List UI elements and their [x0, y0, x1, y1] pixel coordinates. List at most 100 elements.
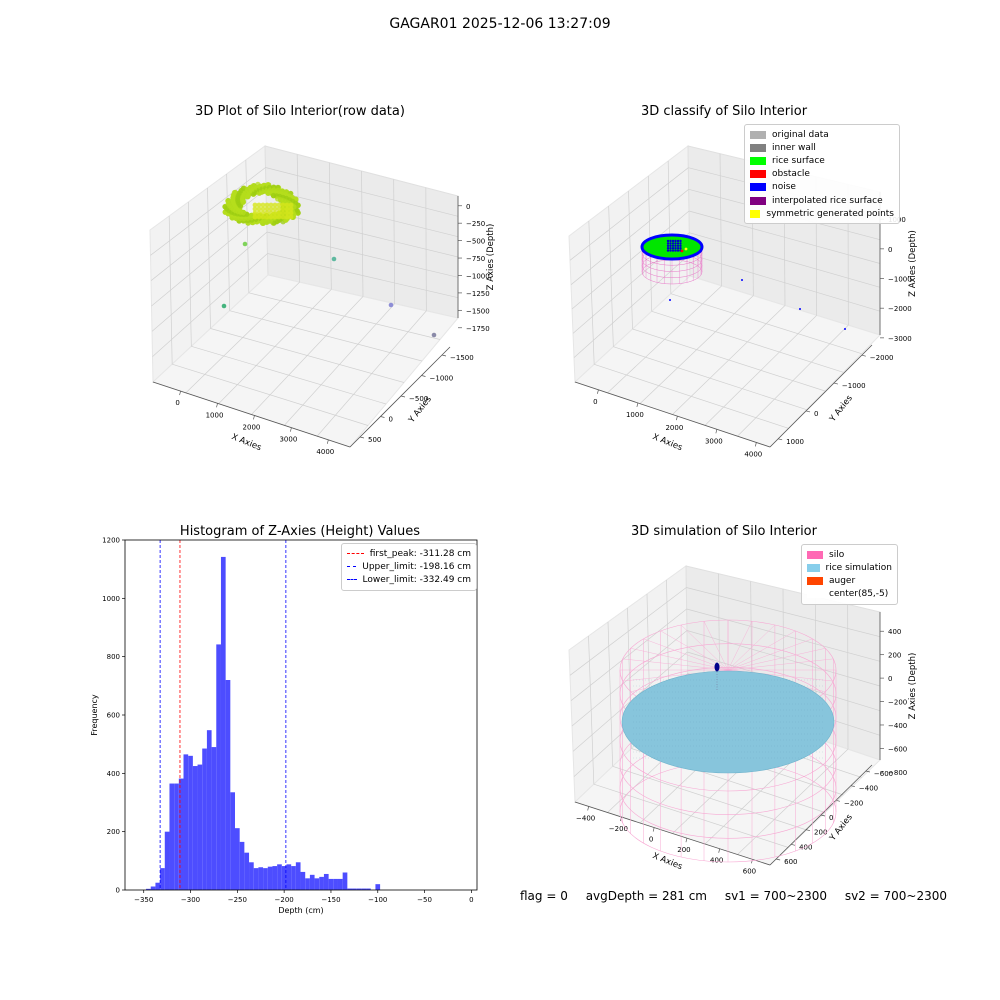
legend-swatch: [750, 196, 766, 205]
z-axis-label: Z Axies (Depth): [908, 230, 918, 297]
rice-cloud-point: [268, 210, 274, 216]
sv2-text: sv2 = 700~2300: [844, 889, 947, 903]
legend-entry: rice simulation: [807, 561, 892, 574]
noise-cluster-point: [669, 244, 672, 247]
z-tick-label: −250: [466, 220, 485, 228]
rice-cloud-point: [272, 206, 278, 212]
y-tick-label: −600: [874, 770, 893, 778]
z-tick-label: 400: [888, 628, 901, 636]
z-axis-label: Z Axies (Depth): [908, 653, 918, 720]
obstacle-point: [680, 249, 684, 253]
rice-cloud-point: [268, 214, 274, 220]
x-tick-label: 2000: [665, 424, 683, 432]
histogram-bar: [202, 748, 207, 890]
legend-swatch: [807, 576, 823, 585]
noise-point: [844, 328, 846, 330]
noise-cluster-point: [674, 247, 677, 250]
histogram-bar: [267, 866, 273, 890]
x-tick-label: −350: [134, 896, 153, 904]
histogram-bar: [244, 852, 250, 890]
histogram-bar: [323, 873, 329, 890]
z-tick-label: 0: [888, 246, 892, 254]
legend-swatch: [750, 130, 766, 139]
x-tick: [755, 442, 757, 447]
legend-swatch: [750, 156, 766, 165]
legend-swatch: [750, 170, 766, 179]
legend-entry: inner wall: [750, 141, 894, 154]
histogram-bar: [211, 747, 217, 890]
y-tick-label: −2000: [870, 354, 894, 362]
histogram-bar: [188, 755, 193, 890]
histogram-bar: [230, 792, 235, 890]
y-tick-label: 600: [107, 712, 120, 720]
histogram-bar: [277, 864, 282, 890]
x-tick-label: 600: [743, 867, 756, 875]
legend-label: symmetric generated points: [766, 208, 894, 219]
noise-cluster-point: [666, 249, 670, 252]
legend-swatch: [750, 209, 761, 218]
histogram-bar: [174, 783, 179, 890]
histogram-bar: [235, 828, 240, 890]
grid-line: [152, 253, 268, 357]
rice-cloud-point: [288, 202, 294, 208]
x-tick: [715, 429, 718, 434]
rice-cloud-point: [272, 214, 278, 220]
y-tick-label: −1500: [450, 354, 474, 362]
silo-roof-wire: [727, 658, 834, 671]
rice-cloud-point: [240, 185, 246, 191]
rice-cloud-point: [276, 210, 282, 216]
z-tick-label: −800: [888, 769, 907, 777]
silo-roof-wire: [680, 624, 729, 671]
figure-suptitle: GAGAR01 2025-12-06 13:27:09: [389, 16, 611, 32]
silo-roof-wire: [643, 638, 729, 671]
histogram-bar: [249, 862, 254, 890]
grid-line: [267, 253, 459, 299]
x-tick-label: −250: [228, 896, 247, 904]
rice-cloud-point: [284, 210, 290, 216]
histogram-bar: [347, 888, 353, 890]
noise-cluster-point: [676, 247, 680, 250]
rice-cloud-point: [231, 190, 237, 196]
x-axis-line: [574, 381, 771, 448]
title-classify: 3D classify of Silo Interior: [640, 104, 808, 119]
grid-line: [689, 253, 881, 312]
rice-cloud-point: [256, 210, 262, 216]
y-tick-label: 600: [784, 858, 797, 866]
y-tick-label: 0: [116, 887, 120, 895]
legend-swatch: [347, 579, 357, 581]
grid-line: [670, 293, 862, 355]
silo-roof-wire: [727, 630, 796, 671]
histogram-bar: [291, 866, 296, 890]
y-tick: [833, 382, 839, 385]
noise-cluster-point: [669, 242, 672, 245]
noise-cluster-point: [671, 239, 675, 243]
y-tick: [850, 785, 856, 788]
histogram-bar: [366, 888, 371, 890]
legend-entry: rice surface: [750, 154, 894, 167]
x-tick: [290, 427, 292, 432]
legend-label: Upper_limit: -198.16 cm: [362, 561, 471, 572]
noise-cluster-point: [676, 242, 680, 245]
histogram-bar: [352, 888, 357, 890]
y-tick: [805, 829, 811, 832]
noise-cluster-point: [679, 242, 682, 245]
rice-cloud-point: [252, 202, 258, 208]
noise-cluster-point: [674, 244, 677, 247]
panel-simulation-3d: −400−2000200400600−600−400−2000200400600…: [568, 565, 918, 875]
legend-label: obstacle: [772, 169, 810, 180]
histogram-bar: [160, 868, 165, 891]
panel-raw-data-3d: 0 1000 2000 3000 4000 −1500 −1000 −500 0 500 0 −250…: [149, 145, 496, 456]
rice-cloud-point: [264, 206, 270, 212]
legend-swatch: [347, 566, 357, 568]
x-axis-label: X Axies: [230, 432, 263, 453]
y-tick-label: −200: [844, 799, 863, 807]
histogram-bar: [197, 764, 203, 890]
legend-label: Lower_limit: -332.49 cm: [362, 574, 471, 585]
histogram-bar: [155, 882, 161, 890]
histogram-bar: [225, 680, 231, 890]
outlier-point: [242, 241, 248, 247]
rice-cloud-point: [252, 206, 258, 212]
silo-roof-wire: [727, 624, 776, 671]
histogram-bar: [146, 888, 151, 890]
histogram-bar: [356, 888, 362, 890]
